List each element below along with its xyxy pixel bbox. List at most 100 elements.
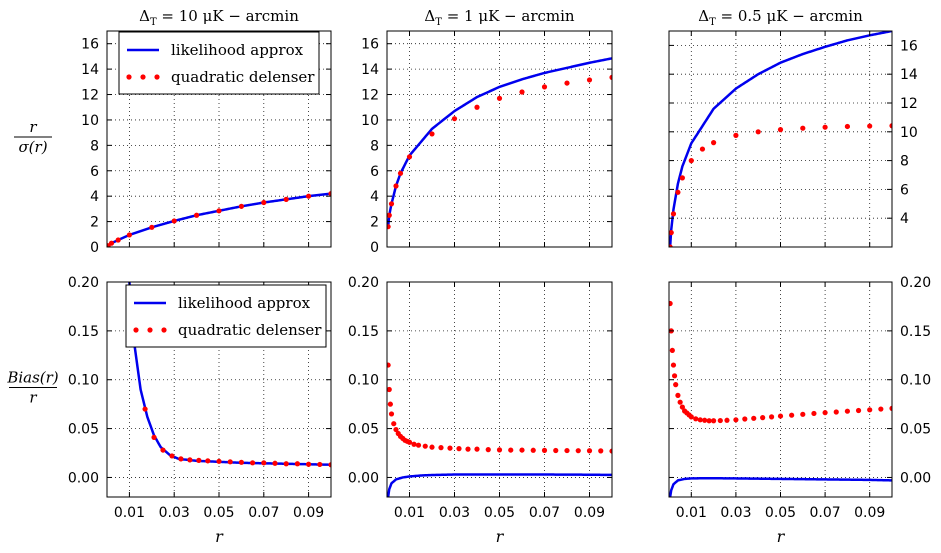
data-point-quadratic-delenser bbox=[387, 401, 393, 407]
data-point-quadratic-delenser bbox=[429, 131, 435, 137]
data-point-quadratic-delenser bbox=[194, 212, 200, 218]
data-point-quadratic-delenser bbox=[438, 445, 444, 451]
data-point-quadratic-delenser bbox=[294, 461, 300, 467]
data-point-quadratic-delenser bbox=[306, 193, 312, 199]
x-tick-label: 0.07 bbox=[810, 505, 841, 521]
data-point-quadratic-delenser bbox=[250, 460, 256, 466]
data-point-quadratic-delenser bbox=[306, 461, 312, 467]
y-tick-label: 16 bbox=[361, 37, 379, 53]
data-point-quadratic-delenser bbox=[283, 461, 289, 467]
data-point-quadratic-delenser bbox=[733, 132, 739, 138]
data-point-quadratic-delenser bbox=[699, 146, 706, 152]
y-axis-label-numerator: r bbox=[29, 118, 37, 136]
data-point-quadratic-delenser bbox=[397, 170, 404, 176]
data-point-quadratic-delenser bbox=[688, 158, 694, 164]
panel-2: 0 2 4 6 8 10 12 14 16 ΔT = 1 μK − arcmin bbox=[361, 7, 613, 256]
title-rest: = 0.5 μK − arcmin bbox=[716, 7, 863, 25]
series-group bbox=[128, 282, 331, 468]
data-point-quadratic-delenser bbox=[496, 95, 503, 101]
legend-box bbox=[125, 284, 327, 348]
title-delta: Δ bbox=[698, 7, 709, 25]
y-tick-label: 4 bbox=[900, 211, 909, 227]
data-point-quadratic-delenser bbox=[586, 448, 593, 454]
series-group bbox=[669, 31, 892, 247]
legend-swatch-dot bbox=[140, 74, 146, 80]
data-point-quadratic-delenser bbox=[519, 447, 525, 453]
data-point-quadratic-delenser bbox=[670, 362, 677, 368]
y-tick-label: 0.05 bbox=[900, 422, 931, 438]
data-point-quadratic-delenser bbox=[811, 410, 817, 417]
data-point-quadratic-delenser bbox=[822, 410, 828, 416]
data-point-quadratic-delenser bbox=[889, 123, 892, 129]
x-tick-label: 0.03 bbox=[159, 505, 190, 521]
data-point-quadratic-delenser bbox=[777, 127, 784, 133]
y-tick-label: 0.15 bbox=[68, 324, 99, 340]
x-tick-label: 0.01 bbox=[676, 505, 707, 521]
data-point-quadratic-delenser bbox=[474, 104, 480, 110]
data-point-quadratic-delenser bbox=[669, 347, 675, 354]
data-point-quadratic-delenser bbox=[508, 447, 514, 453]
y-tick-label: 0.00 bbox=[900, 470, 931, 486]
legend: likelihood approx quadratic delenser bbox=[125, 284, 327, 348]
legend-swatch-dot bbox=[133, 327, 139, 333]
data-point-quadratic-delenser bbox=[609, 74, 612, 80]
x-tick-label: 0.03 bbox=[439, 505, 470, 521]
data-point-quadratic-delenser bbox=[451, 116, 458, 122]
y-tick-label: 0.20 bbox=[68, 275, 99, 291]
legend-label: quadratic delenser bbox=[178, 321, 322, 339]
y-tick-label: 6 bbox=[900, 182, 909, 198]
data-point-quadratic-delenser bbox=[393, 183, 399, 189]
y-tick-label: 14 bbox=[81, 62, 99, 78]
y-tick-label: 8 bbox=[90, 138, 99, 154]
data-point-quadratic-delenser bbox=[169, 453, 175, 459]
data-point-quadratic-delenser bbox=[733, 417, 739, 423]
legend-swatch-dot bbox=[147, 327, 153, 333]
data-point-quadratic-delenser bbox=[717, 417, 723, 424]
y-tick-label: 0 bbox=[370, 240, 379, 256]
x-tick-label: 0.05 bbox=[765, 505, 796, 521]
y-tick-label: 14 bbox=[900, 67, 918, 83]
data-point-quadratic-delenser bbox=[393, 426, 399, 433]
data-point-quadratic-delenser bbox=[697, 417, 703, 423]
data-point-quadratic-delenser bbox=[822, 124, 828, 130]
data-point-quadratic-delenser bbox=[415, 442, 422, 448]
data-point-quadratic-delenser bbox=[669, 300, 673, 307]
x-tick-label: 0.09 bbox=[574, 505, 605, 521]
data-point-quadratic-delenser bbox=[283, 196, 289, 202]
data-point-quadratic-delenser bbox=[833, 409, 839, 415]
y-tick-label: 8 bbox=[370, 138, 379, 154]
x-tick-label: 0.01 bbox=[394, 505, 425, 521]
data-point-quadratic-delenser bbox=[671, 373, 678, 379]
data-point-quadratic-delenser bbox=[317, 461, 323, 468]
data-point-quadratic-delenser bbox=[688, 414, 694, 420]
series-group bbox=[387, 362, 612, 497]
data-point-quadratic-delenser bbox=[867, 407, 873, 413]
data-point-quadratic-delenser bbox=[519, 89, 525, 95]
data-point-quadratic-delenser bbox=[272, 460, 278, 466]
data-point-quadratic-delenser bbox=[706, 418, 712, 424]
panel-6: 0.01 0.03 0.05 0.07 0.09 r 0.00 0.05 0.10 0.15 0.2… bbox=[668, 275, 931, 546]
y-tick-label: 14 bbox=[361, 62, 379, 78]
title-rest: = 1 μK − arcmin bbox=[442, 7, 575, 25]
data-point-quadratic-delenser bbox=[768, 414, 775, 420]
x-tick-label: 0.07 bbox=[248, 505, 279, 521]
series-line-likelihood-approx bbox=[669, 476, 892, 497]
y-tick-label: 0.00 bbox=[348, 470, 379, 486]
panel-3: 4 6 8 10 12 14 16 ΔT = 0.5 μK − arcmin bbox=[668, 7, 918, 248]
y-tick-label: 0.10 bbox=[900, 373, 931, 389]
y-tick-label: 0.15 bbox=[900, 324, 931, 340]
data-point-quadratic-delenser bbox=[711, 140, 717, 146]
data-point-quadratic-delenser bbox=[564, 447, 570, 454]
data-point-quadratic-delenser bbox=[422, 443, 428, 449]
data-point-quadratic-delenser bbox=[878, 406, 884, 412]
data-point-quadratic-delenser bbox=[679, 404, 685, 410]
y-tick-label: 0.00 bbox=[68, 470, 99, 486]
legend-swatch-dot bbox=[154, 74, 160, 80]
data-point-quadratic-delenser bbox=[387, 362, 391, 368]
title-delta: Δ bbox=[424, 7, 435, 25]
series-group bbox=[107, 191, 331, 247]
y-tick-label: 12 bbox=[81, 88, 99, 104]
data-point-quadratic-delenser bbox=[530, 447, 536, 453]
data-point-quadratic-delenser bbox=[675, 189, 681, 195]
series-line-likelihood-approx bbox=[669, 31, 892, 247]
